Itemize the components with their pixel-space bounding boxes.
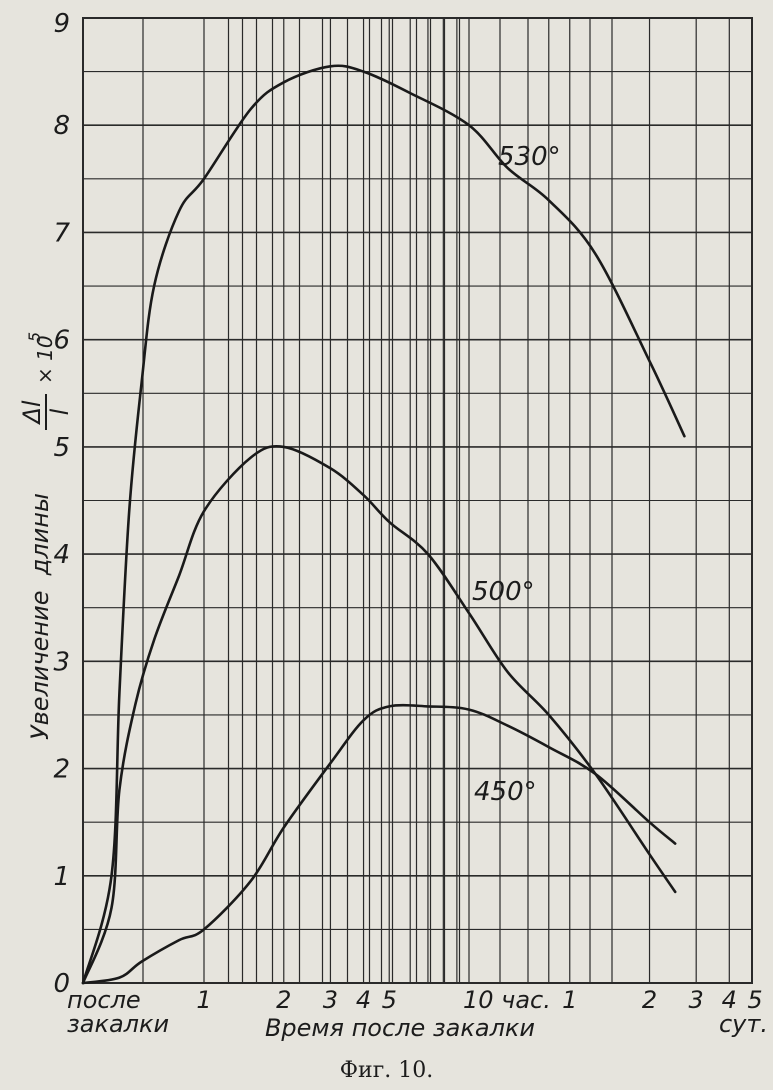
y-axis-exponent: 5 xyxy=(25,332,44,342)
x-tick-label: 3 xyxy=(323,986,338,1014)
x-tick-label: 4 xyxy=(356,986,371,1014)
y-axis-fraction-numerator: Δl xyxy=(18,400,46,425)
y-axis-factor: × 10 xyxy=(33,335,57,384)
y-tick-label: 4 xyxy=(53,540,70,570)
x-axis-title: Время после закалки xyxy=(265,1014,535,1042)
x-tick-label: 5 xyxy=(382,986,397,1014)
x-tick-label: 2 xyxy=(276,986,291,1014)
x-tick-label: 1 xyxy=(562,986,577,1014)
x-tick-label: 1 xyxy=(196,986,211,1014)
series-label-450: 450° xyxy=(474,777,537,807)
x-tick-label: 5 xyxy=(747,986,762,1014)
series-line-450 xyxy=(81,703,677,985)
x-tick-label: сут. xyxy=(719,1010,768,1038)
x-tick-label: 10 час. xyxy=(463,986,551,1014)
x-tick-label: 3 xyxy=(689,986,704,1014)
y-tick-label: 9 xyxy=(53,9,70,39)
y-tick-label: 1 xyxy=(53,862,70,892)
y-tick-label: 3 xyxy=(53,647,70,677)
y-axis-title-prefix: Увеличение длины xyxy=(26,493,54,740)
y-axis-title: Увеличение длины Δl l × 10 5 xyxy=(18,332,74,740)
y-tick-label: 8 xyxy=(53,111,70,141)
y-tick-labels: 0 1 2 3 4 5 6 7 8 9 xyxy=(53,9,70,999)
y-tick-label: 5 xyxy=(53,433,70,463)
series-line-500 xyxy=(81,445,677,985)
series-labels: 530° 500° 450° xyxy=(472,142,561,807)
series-label-500: 500° xyxy=(472,577,535,607)
x-tick-label: после xyxy=(67,986,141,1014)
y-tick-label: 2 xyxy=(53,755,70,785)
y-axis-fraction-denominator: l xyxy=(46,408,74,415)
series-lines xyxy=(81,64,686,985)
figure-caption: Фиг. 10. xyxy=(339,1058,434,1083)
y-tick-label: 7 xyxy=(53,218,70,248)
x-tick-label: 4 xyxy=(722,986,737,1014)
series-line-530 xyxy=(81,64,686,985)
x-tick-label: закалки xyxy=(67,1010,169,1038)
y-tick-label: 6 xyxy=(53,326,70,356)
y-tick-label: 0 xyxy=(53,969,70,999)
grid-lines xyxy=(82,17,753,984)
series-label-530: 530° xyxy=(498,142,561,172)
x-tick-label: 2 xyxy=(642,986,657,1014)
